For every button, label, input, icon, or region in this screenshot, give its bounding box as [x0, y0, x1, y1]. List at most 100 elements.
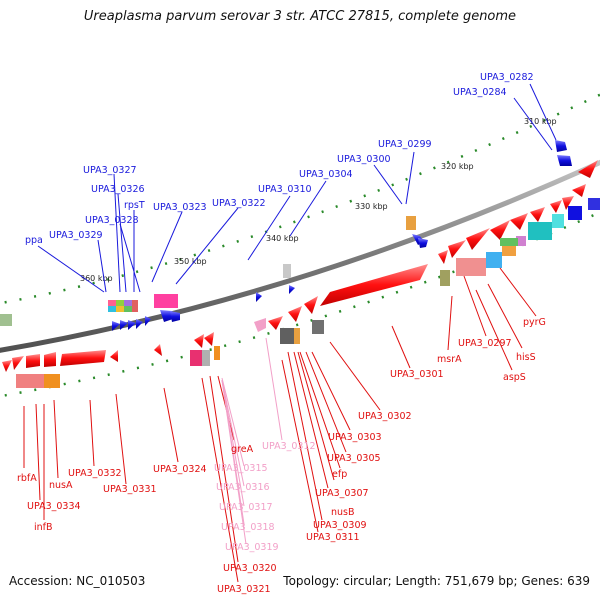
gene-arrow	[194, 334, 204, 348]
gene-label-bottom: UPA3_0297	[458, 338, 512, 349]
gene-arrow	[572, 184, 586, 197]
gene-label-bottom: UPA3_0316	[216, 482, 270, 493]
gene-label-bottom: UPA3_0302	[358, 411, 412, 422]
gene-label-bottom: aspS	[503, 372, 526, 383]
gene-arrow	[256, 292, 262, 302]
gene-arrow	[136, 319, 143, 329]
gene-label-top: rpsT	[124, 200, 145, 211]
gene-label-bottom: UPA3_0321	[217, 584, 271, 595]
gene-label-bottom: UPA3_0301	[390, 369, 444, 380]
gene-label-bottom: UPA3_0320	[223, 563, 277, 574]
feature-blocks-upper	[0, 216, 416, 326]
gene-arrow	[26, 354, 40, 368]
gene-arrow	[418, 238, 428, 248]
gene-arrow	[466, 228, 490, 250]
gene-label-top: UPA3_0284	[453, 87, 507, 98]
tick-label: 360 kbp	[80, 274, 113, 283]
genome-summary: Topology: circular; Length: 751,679 bp; …	[283, 574, 590, 588]
gene-label-bottom: efp	[332, 469, 347, 480]
gene-arrow	[120, 320, 128, 330]
gene-arrow	[510, 213, 528, 230]
gene-arrow	[555, 140, 567, 152]
gene-label-top: UPA3_0326	[91, 184, 145, 195]
gene-label-top: UPA3_0322	[212, 198, 266, 209]
accession-text: Accession: NC_010503	[9, 574, 146, 588]
gene-label-top: UPA3_0328	[85, 215, 139, 226]
gene-arrow	[562, 196, 574, 210]
outer-tick-ring	[0, 93, 600, 305]
tick-label: 330 kbp	[355, 202, 388, 211]
feature-blocks-lower	[16, 198, 600, 388]
gene-label-bottom: nusA	[49, 480, 73, 491]
gene-arrow	[110, 350, 118, 362]
gene-label-bottom: UPA3_0319	[225, 542, 279, 553]
gene-arrow	[530, 207, 545, 222]
gene-label-bottom: UPA3_0305	[327, 453, 381, 464]
gene-arrow	[320, 264, 428, 306]
forward-genes	[112, 140, 572, 331]
tick-label: 350 kbp	[174, 257, 207, 266]
gene-label-bottom: nusB	[331, 507, 355, 518]
gene-arrow	[112, 321, 120, 331]
gene-label-bottom: UPA3_0311	[306, 532, 360, 543]
gene-arrow	[490, 220, 510, 240]
gene-label-top: ppa	[25, 235, 43, 246]
tick-label: 310 kbp	[524, 117, 557, 126]
bottom-labels: pyrG UPA3_0297 hisS aspS msrA UPA3_0301 …	[17, 317, 546, 595]
gene-label-top: UPA3_0299	[378, 139, 432, 150]
gene-arrow	[268, 316, 283, 330]
gene-label-top: UPA3_0304	[299, 169, 353, 180]
tick-label: 340 kbp	[266, 234, 299, 243]
gene-arrow	[44, 352, 56, 367]
gene-arrow	[170, 311, 180, 322]
gene-label-bottom: hisS	[516, 352, 536, 363]
gene-label-bottom: UPA3_0303	[328, 432, 382, 443]
gene-arrow	[288, 306, 302, 322]
map-title: Ureaplasma parvum serovar 3 str. ATCC 27…	[83, 9, 517, 24]
gene-label-bottom: UPA3_0332	[68, 468, 122, 479]
gene-label-bottom: infB	[34, 522, 53, 533]
gene-arrow	[448, 240, 466, 258]
gene-label-bottom: UPA3_0324	[153, 464, 207, 475]
gene-label-bottom: pyrG	[523, 317, 546, 328]
genome-backbone	[0, 159, 600, 353]
gene-arrow	[304, 296, 318, 314]
gene-arrow	[204, 332, 214, 346]
pink-leaders	[221, 337, 283, 545]
gene-arrow	[578, 160, 598, 178]
gene-label-top: UPA3_0323	[153, 202, 207, 213]
gene-label-bottom: UPA3_0307	[315, 488, 369, 499]
gene-label-bottom: rbfA	[17, 473, 37, 484]
gene-arrow	[289, 285, 295, 294]
gene-label-bottom: UPA3_0315	[214, 463, 268, 474]
gene-label-top: UPA3_0327	[83, 165, 137, 176]
gene-label-top: UPA3_0282	[480, 72, 534, 83]
gene-arrow	[557, 155, 572, 166]
gene-arrow	[2, 360, 12, 372]
gene-label-bottom: UPA3_0318	[221, 522, 275, 533]
top-labels: UPA3_0282 UPA3_0284 UPA3_0299 UPA3_0300 …	[25, 72, 534, 246]
gene-label-bottom: UPA3_0331	[103, 484, 157, 495]
top-label-leaders	[37, 83, 557, 293]
gene-arrow	[145, 316, 151, 326]
gene-label-top: UPA3_0329	[49, 230, 103, 241]
tick-label: 320 kbp	[441, 162, 474, 171]
gene-arrow	[154, 344, 162, 356]
gene-label-top: UPA3_0310	[258, 184, 312, 195]
gene-arrow	[128, 320, 136, 330]
gene-label-bottom: greA	[231, 444, 254, 455]
gene-arrow	[438, 250, 448, 264]
gene-label-bottom: msrA	[437, 354, 462, 365]
rna-gene	[254, 318, 266, 332]
bottom-label-leaders	[23, 267, 537, 583]
gene-label-top: UPA3_0300	[337, 154, 391, 165]
gene-label-bottom: UPA3_0309	[313, 520, 367, 531]
reverse-genes	[2, 160, 598, 372]
gene-label-bottom: UPA3_0334	[27, 501, 81, 512]
gene-label-bottom: UPA3_0317	[219, 502, 273, 513]
gene-arrow	[12, 356, 24, 370]
gene-arrow	[60, 350, 106, 366]
gene-arrow	[550, 200, 562, 213]
gene-label-bottom: UPA3_0312	[262, 441, 316, 452]
